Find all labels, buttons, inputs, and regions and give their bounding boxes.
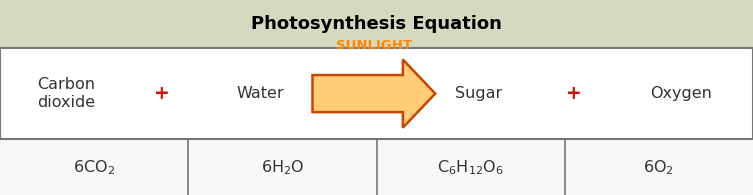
Text: Sugar: Sugar: [455, 86, 501, 101]
Text: +: +: [154, 84, 169, 103]
Text: +: +: [566, 84, 581, 103]
Text: Water: Water: [236, 86, 284, 101]
Text: 6H$_2$O: 6H$_2$O: [261, 158, 304, 176]
Polygon shape: [312, 59, 435, 128]
Text: C$_6$H$_{12}$O$_6$: C$_6$H$_{12}$O$_6$: [437, 158, 504, 176]
Text: SUNLIGHT: SUNLIGHT: [336, 39, 412, 52]
Text: Carbon
dioxide: Carbon dioxide: [37, 77, 96, 110]
Text: 6CO$_2$: 6CO$_2$: [73, 158, 115, 176]
Bar: [0, 139, 753, 195]
Text: Photosynthesis Equation: Photosynthesis Equation: [251, 15, 502, 33]
Text: Oxygen: Oxygen: [651, 86, 712, 101]
Text: 6O$_2$: 6O$_2$: [643, 158, 675, 176]
Bar: [0, 0, 753, 48]
